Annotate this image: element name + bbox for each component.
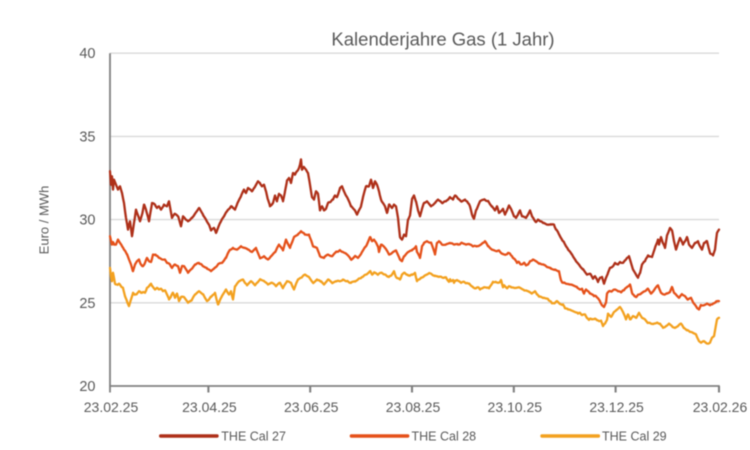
svg-text:23.08.25: 23.08.25 — [386, 399, 441, 415]
svg-text:23.12.25: 23.12.25 — [589, 399, 644, 415]
svg-text:23.02.26: 23.02.26 — [693, 399, 748, 415]
svg-text:23.04.25: 23.04.25 — [182, 399, 237, 415]
svg-text:23.10.25: 23.10.25 — [488, 399, 543, 415]
svg-text:23.06.25: 23.06.25 — [284, 399, 339, 415]
svg-text:THE Cal 27: THE Cal 27 — [221, 430, 286, 444]
svg-text:40: 40 — [79, 46, 95, 62]
svg-text:THE Cal 28: THE Cal 28 — [412, 430, 477, 444]
svg-text:25: 25 — [79, 296, 95, 312]
svg-text:23.02.25: 23.02.25 — [84, 399, 139, 415]
svg-text:35: 35 — [79, 129, 95, 145]
svg-text:Kalenderjahre Gas (1 Jahr): Kalenderjahre Gas (1 Jahr) — [331, 29, 554, 50]
svg-text:30: 30 — [79, 213, 95, 229]
svg-text:THE Cal 29: THE Cal 29 — [602, 430, 667, 444]
svg-text:Euro / MWh: Euro / MWh — [37, 186, 52, 255]
svg-text:20: 20 — [79, 379, 95, 395]
